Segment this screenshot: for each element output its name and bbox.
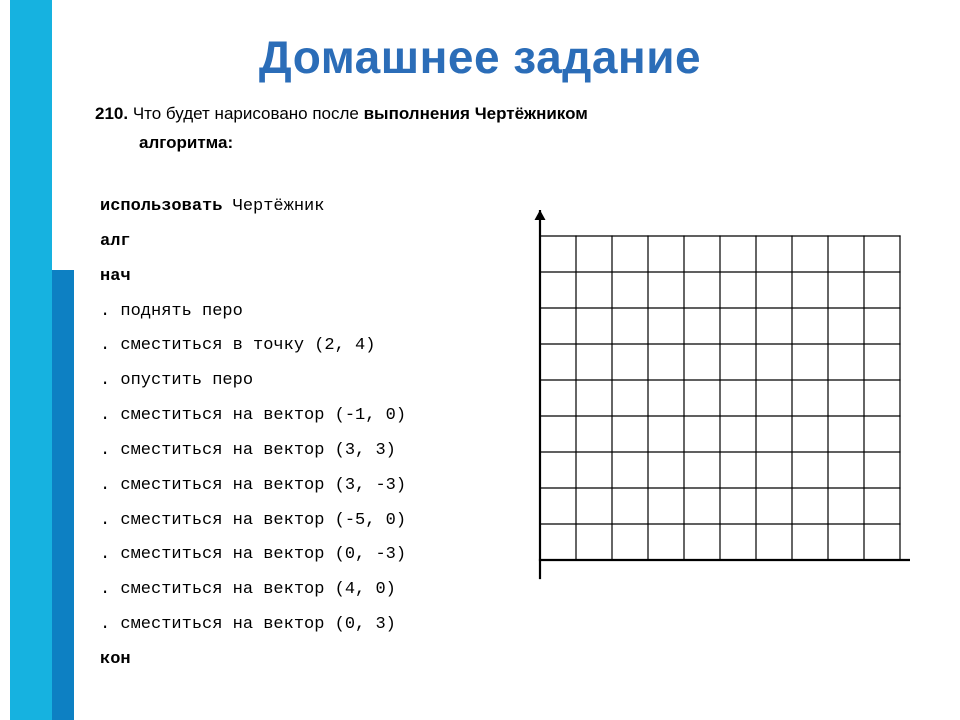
decor-bar-dark: [52, 270, 74, 720]
grid-svg: [510, 210, 910, 600]
code-use: использовать Чертёжник: [100, 190, 520, 225]
algorithm-code: использовать Чертёжник алг нач . поднять…: [100, 190, 520, 678]
code-line: . сместиться в точку (2, 4): [100, 329, 520, 364]
coordinate-grid: [510, 210, 910, 600]
problem-statement: 210. Что будет нарисовано после выполнен…: [95, 100, 915, 158]
code-line: . сместиться на вектор (3, 3): [100, 434, 520, 469]
code-line: . поднять перо: [100, 295, 520, 330]
slide: Домашнее задание 210. Что будет нарисова…: [0, 0, 960, 720]
problem-text-1: Что будет нарисовано после: [133, 104, 364, 123]
kw-kon: кон: [100, 643, 520, 678]
code-line: . сместиться на вектор (-5, 0): [100, 504, 520, 539]
decor-bar-light: [10, 0, 52, 720]
code-line: . сместиться на вектор (0, 3): [100, 608, 520, 643]
kw-alg: алг: [100, 225, 520, 260]
use-arg: Чертёжник: [233, 197, 325, 216]
code-body: . поднять перо. сместиться в точку (2, 4…: [100, 295, 520, 643]
problem-text-2: алгоритма:: [139, 133, 233, 152]
problem-number: 210.: [95, 104, 128, 123]
code-line: . сместиться на вектор (-1, 0): [100, 399, 520, 434]
code-line: . сместиться на вектор (4, 0): [100, 573, 520, 608]
problem-text-bold: выполнения Чертёжником: [364, 104, 588, 123]
code-line: . сместиться на вектор (3, -3): [100, 469, 520, 504]
kw-use: использовать: [100, 197, 222, 216]
page-title: Домашнее задание: [0, 30, 960, 84]
code-line: . сместиться на вектор (0, -3): [100, 538, 520, 573]
code-line: . опустить перо: [100, 364, 520, 399]
kw-nach: нач: [100, 260, 520, 295]
